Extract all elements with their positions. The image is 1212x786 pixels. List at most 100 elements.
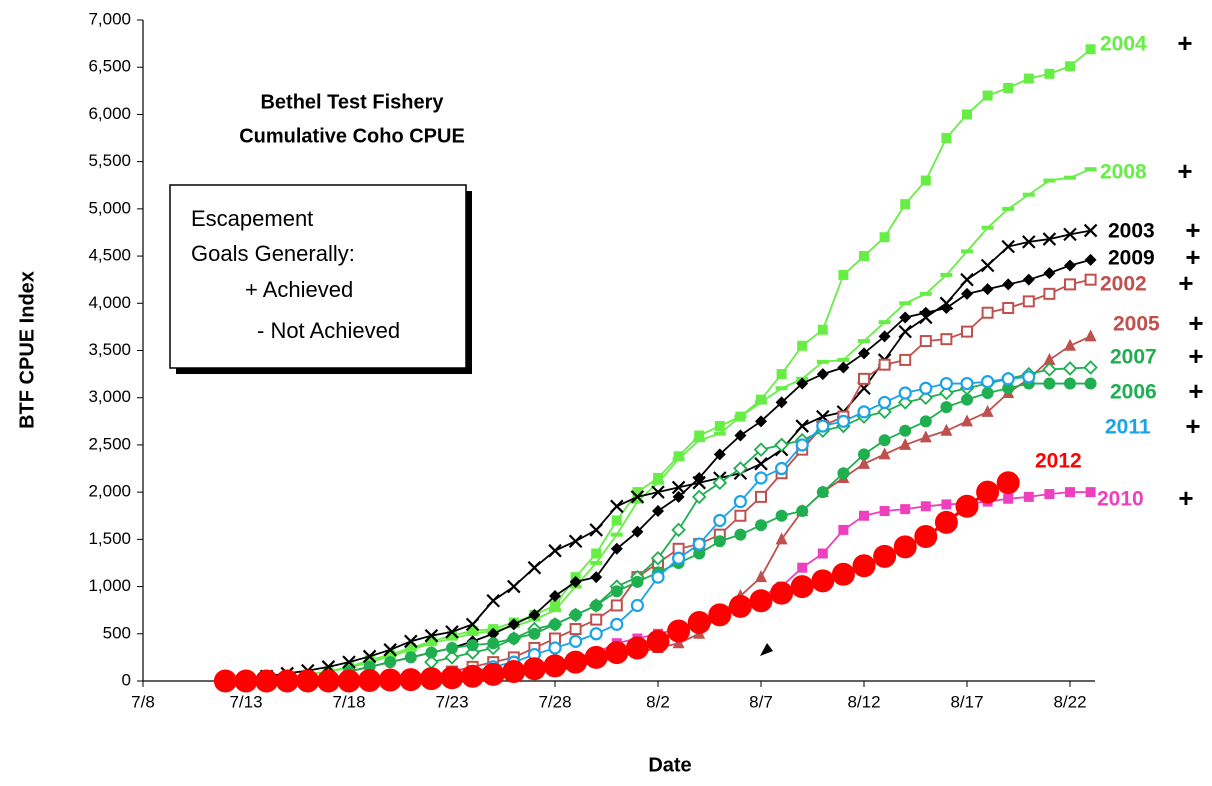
marker (1002, 382, 1015, 395)
x-axis-title: Date (648, 754, 691, 776)
marker (734, 414, 747, 419)
y-tick-label: 500 (103, 623, 131, 642)
series-label: 2005 (1113, 313, 1160, 336)
marker (610, 617, 624, 631)
marker (1085, 487, 1096, 498)
marker (734, 509, 747, 522)
marker (1084, 273, 1097, 286)
marker (465, 617, 480, 632)
marker (893, 535, 917, 559)
marker (362, 649, 377, 664)
marker (859, 251, 869, 262)
marker (447, 630, 457, 641)
marker (461, 664, 485, 688)
marker (1022, 295, 1035, 308)
marker (1022, 192, 1035, 197)
marker (920, 501, 931, 512)
x-tick-label: 7/23 (435, 692, 468, 711)
marker (693, 438, 706, 443)
marker (651, 570, 665, 584)
marker (795, 438, 809, 452)
marker (404, 647, 417, 652)
marker (940, 423, 953, 436)
marker (754, 471, 768, 485)
series-label: 2009 (1108, 247, 1155, 270)
marker (919, 306, 932, 319)
marker (1064, 259, 1076, 272)
y-axis-title: BTF CPUE Index (16, 271, 38, 429)
marker (568, 534, 583, 549)
marker (919, 415, 932, 428)
marker (733, 461, 748, 476)
marker (879, 506, 890, 517)
series-label: 2003 (1108, 220, 1155, 243)
marker (961, 287, 973, 300)
marker (980, 258, 995, 273)
marker (213, 669, 237, 693)
y-tick-label: 4,500 (88, 246, 131, 265)
series-label: 2012 (1035, 450, 1082, 473)
marker (610, 542, 623, 555)
marker (487, 627, 500, 640)
marker (918, 390, 934, 405)
x-tick-label: 8/2 (646, 692, 670, 711)
marker (796, 505, 809, 518)
marker (667, 619, 691, 643)
marker (713, 448, 726, 461)
marker (1084, 253, 1097, 266)
marker (1083, 223, 1098, 238)
marker (342, 655, 356, 669)
marker (756, 394, 766, 405)
marker (755, 519, 767, 532)
marker (672, 457, 685, 462)
marker (898, 324, 912, 339)
x-tick-label: 8/7 (749, 692, 773, 711)
marker (1002, 278, 1015, 291)
goal-mark: + (1188, 341, 1203, 371)
marker (591, 548, 602, 559)
marker (1084, 167, 1097, 172)
marker (527, 560, 542, 575)
marker (981, 404, 994, 417)
marker (858, 456, 870, 469)
marker (899, 353, 912, 366)
marker (625, 636, 649, 660)
goal-mark: + (1185, 411, 1200, 441)
marker (234, 669, 258, 693)
marker (755, 570, 767, 583)
marker (528, 608, 541, 621)
marker (467, 625, 478, 636)
y-tick-label: 1,000 (88, 576, 131, 595)
marker (775, 532, 788, 545)
marker (650, 550, 666, 566)
marker (1065, 61, 1075, 72)
marker (796, 377, 809, 390)
annotation-arrow (760, 643, 773, 656)
marker (528, 627, 541, 640)
chart-title: Bethel Test Fishery (260, 91, 444, 113)
marker (1044, 489, 1055, 500)
marker (384, 656, 397, 669)
marker (900, 199, 911, 210)
marker (838, 269, 849, 280)
marker (630, 598, 645, 613)
marker (1002, 206, 1015, 211)
marker (486, 593, 500, 608)
y-tick-label: 0 (122, 670, 131, 689)
marker (589, 523, 603, 537)
marker (605, 641, 629, 665)
marker (837, 357, 850, 362)
x-tick-label: 8/22 (1053, 692, 1086, 711)
x-tick-label: 8/17 (950, 692, 983, 711)
marker (1044, 68, 1055, 79)
marker (816, 419, 830, 433)
marker (914, 525, 938, 549)
marker (610, 499, 624, 514)
marker (1043, 267, 1056, 280)
marker (1002, 302, 1015, 315)
marker (487, 637, 500, 650)
marker (383, 643, 397, 657)
x-tick-label: 7/18 (332, 692, 365, 711)
marker (879, 232, 890, 243)
